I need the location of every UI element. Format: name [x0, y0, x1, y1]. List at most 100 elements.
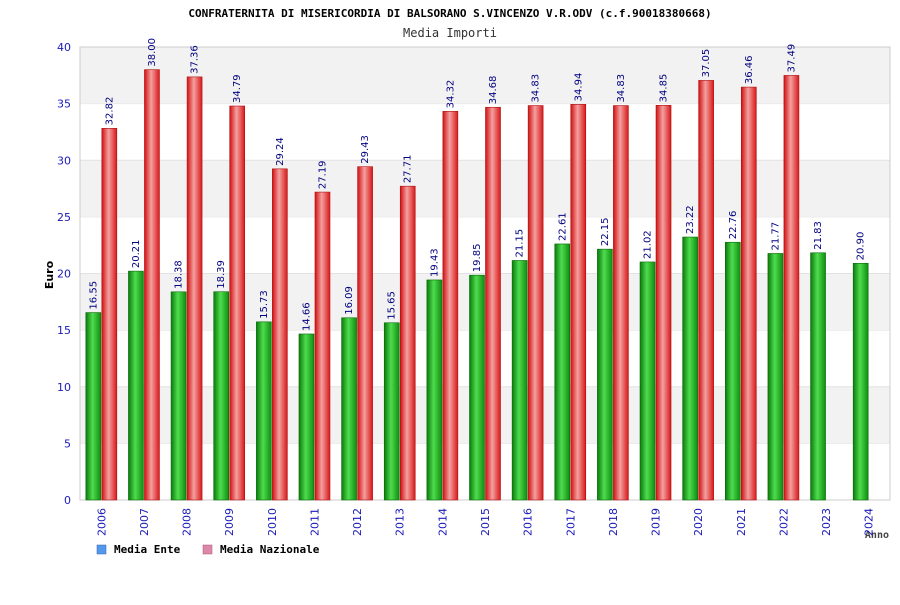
data-label-media-nazionale: 34.85 — [659, 74, 670, 103]
bar-media-ente — [256, 321, 272, 501]
y-tick-label: 35 — [57, 98, 71, 111]
bar-media-nazionale — [399, 185, 416, 501]
data-label-media-nazionale: 34.68 — [488, 76, 499, 105]
data-label-media-ente: 16.09 — [344, 286, 355, 315]
bar-media-ente — [810, 252, 826, 501]
x-tick-label: 2010 — [266, 508, 279, 536]
bar-media-nazionale — [613, 105, 629, 501]
y-tick-label: 5 — [64, 437, 71, 450]
x-axis-ticks: 2006 2007 2008 2009 2010 2011 2012 2013 2014 2015… — [95, 508, 875, 536]
x-tick-label: 2020 — [692, 508, 705, 536]
x-tick-label: 2011 — [308, 508, 321, 536]
bar-media-ente — [298, 333, 315, 501]
y-tick-label: 0 — [64, 494, 71, 507]
bar-media-ente — [597, 248, 613, 501]
data-label-media-ente: 22.61 — [557, 212, 568, 241]
data-label-media-nazionale: 37.49 — [786, 44, 797, 73]
bar-media-nazionale — [357, 166, 373, 501]
bar-media-ente — [383, 322, 400, 501]
x-tick-label: 2024 — [863, 508, 876, 536]
data-label-media-ente: 22.76 — [728, 211, 739, 240]
data-label-media-nazionale: 34.79 — [232, 74, 243, 103]
bar-media-ente — [426, 279, 443, 501]
x-axis-label: Anno — [865, 530, 889, 541]
x-tick-label: 2017 — [564, 508, 577, 536]
bar-media-nazionale — [101, 128, 118, 501]
data-label-media-nazionale: 38.00 — [147, 38, 158, 67]
data-label-media-ente: 22.15 — [600, 218, 611, 247]
data-label-media-ente: 21.83 — [813, 221, 824, 250]
bar-media-nazionale — [485, 106, 501, 501]
legend-swatch-nazionale — [202, 544, 213, 555]
bar-media-nazionale — [314, 191, 331, 501]
data-label-media-nazionale: 32.82 — [104, 97, 115, 126]
bar-media-ente — [767, 253, 784, 501]
x-tick-label: 2015 — [479, 508, 492, 536]
data-label-media-nazionale: 37.36 — [190, 45, 201, 74]
x-tick-label: 2013 — [394, 508, 407, 536]
bar-media-ente — [724, 241, 741, 501]
bars-group: 16.55 32.82 20.21 38.00 18.38 37.36 18.39 34.79… — [85, 38, 869, 501]
y-axis-label: Euro — [43, 260, 56, 289]
data-label-media-ente: 20.90 — [856, 232, 867, 261]
bar-media-ente — [639, 261, 656, 501]
bar-media-nazionale — [655, 105, 672, 501]
data-label-media-nazionale: 37.05 — [701, 49, 712, 78]
data-label-media-ente: 18.39 — [216, 260, 227, 289]
bar-media-ente — [128, 270, 144, 501]
bar-media-nazionale — [783, 75, 800, 501]
data-label-media-ente: 16.55 — [88, 281, 99, 310]
bar-media-nazionale — [740, 86, 757, 501]
data-label-media-ente: 14.66 — [301, 302, 312, 331]
bar-media-nazionale — [570, 104, 587, 501]
data-label-media-ente: 21.02 — [643, 230, 654, 259]
bar-media-ente — [682, 236, 698, 501]
bar-media-nazionale — [527, 105, 544, 501]
plot-frame — [79, 46, 891, 501]
y-tick-label: 30 — [57, 154, 71, 167]
data-label-media-nazionale: 29.24 — [275, 137, 286, 166]
bar-media-nazionale — [186, 76, 203, 501]
bar-media-ente — [170, 291, 187, 501]
x-tick-label: 2019 — [650, 508, 663, 536]
bar-media-ente — [511, 260, 528, 501]
data-label-media-ente: 19.85 — [472, 244, 483, 273]
bar-media-ente — [469, 274, 485, 501]
data-label-media-nazionale: 27.71 — [403, 155, 414, 184]
legend-swatch-ente — [96, 544, 107, 555]
y-tick-label: 40 — [57, 41, 71, 54]
x-tick-label: 2012 — [351, 508, 364, 536]
y-tick-label: 25 — [57, 211, 71, 224]
bar-media-ente — [554, 243, 571, 501]
data-label-media-ente: 20.21 — [131, 239, 142, 268]
x-tick-label: 2014 — [436, 508, 449, 536]
y-tick-label: 15 — [57, 324, 71, 337]
x-tick-label: 2016 — [522, 508, 535, 536]
data-label-media-nazionale: 34.83 — [616, 74, 627, 103]
bar-media-nazionale — [144, 69, 160, 501]
legend-label-ente: Media Ente — [114, 543, 181, 556]
data-label-media-ente: 15.65 — [387, 291, 398, 320]
bar-media-ente — [852, 263, 869, 501]
x-tick-label: 2007 — [138, 508, 151, 536]
bar-media-ente — [213, 291, 230, 501]
data-label-media-nazionale: 34.94 — [573, 73, 584, 102]
data-label-media-ente: 23.22 — [685, 205, 696, 234]
data-label-media-ente: 21.77 — [770, 222, 781, 251]
data-label-media-ente: 19.43 — [429, 248, 440, 277]
y-tick-label: 10 — [57, 381, 71, 394]
data-label-media-ente: 15.73 — [259, 290, 270, 319]
x-tick-label: 2023 — [820, 508, 833, 536]
x-tick-label: 2009 — [223, 508, 236, 536]
legend-label-nazionale: Media Nazionale — [220, 543, 320, 556]
x-tick-label: 2021 — [735, 508, 748, 536]
x-tick-label: 2006 — [95, 508, 108, 536]
y-tick-label: 20 — [57, 268, 71, 281]
bar-media-nazionale — [442, 111, 459, 501]
data-label-media-nazionale: 34.32 — [445, 80, 456, 109]
bar-media-nazionale — [229, 105, 246, 501]
x-tick-label: 2022 — [777, 508, 790, 536]
data-label-media-nazionale: 36.46 — [744, 55, 755, 84]
